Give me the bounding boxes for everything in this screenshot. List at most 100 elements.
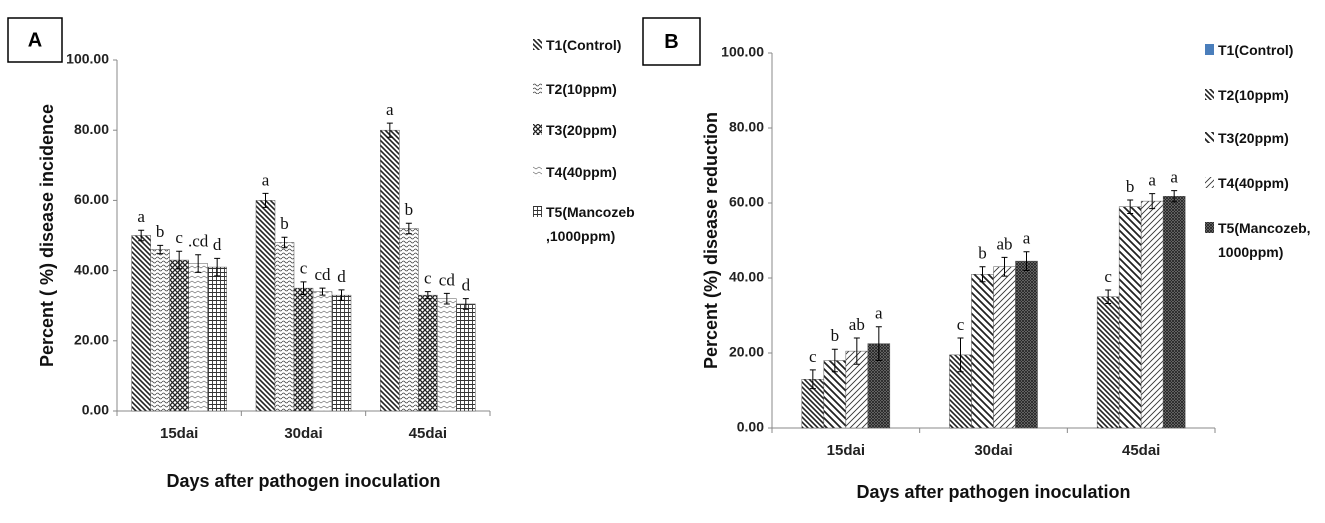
x-tick-label: 45dai <box>409 425 447 442</box>
legend-swatch <box>533 166 542 177</box>
legend-swatch <box>533 206 542 217</box>
error-bar <box>1127 199 1134 214</box>
significance-letter: b <box>405 200 414 219</box>
legend-swatch <box>1205 222 1214 233</box>
significance-letter: .cd <box>188 232 209 251</box>
legend-label: T3(20ppm) <box>546 122 617 138</box>
error-bar <box>831 348 838 373</box>
legend-entry: T3(20ppm) <box>533 118 628 142</box>
significance-letter: d <box>462 276 471 295</box>
legend-swatch <box>1205 44 1214 55</box>
legend-label: T5(Mancozeb, 1000ppm) <box>1218 220 1311 260</box>
error-bar <box>138 229 145 242</box>
significance-letter: c <box>1104 267 1112 286</box>
error-bar <box>176 250 183 270</box>
bar <box>1140 200 1164 429</box>
error-bar <box>319 287 326 296</box>
significance-letter: c <box>957 315 965 334</box>
significance-letter: b <box>156 222 165 241</box>
error-bar <box>957 337 964 373</box>
bar <box>1162 196 1186 429</box>
y-tick-label: 0.00 <box>82 402 109 418</box>
bar <box>150 249 170 412</box>
significance-letter: cd <box>439 270 456 289</box>
x-tick-label: 15dai <box>160 425 198 442</box>
legend-swatch <box>1205 132 1214 143</box>
bar <box>312 291 333 412</box>
error-bar <box>262 192 269 208</box>
error-bar <box>424 291 431 300</box>
significance-letter: ab <box>996 234 1012 253</box>
bar <box>1096 296 1120 429</box>
legend-label: T1(Control) <box>546 37 622 53</box>
y-tick-label: 100.00 <box>721 44 764 60</box>
error-bar <box>443 292 450 305</box>
y-axis-label: Percent (%) disease reduction <box>701 112 721 369</box>
error-bar <box>157 244 164 255</box>
significance-letter: b <box>978 244 987 263</box>
legend-entry: T5(Mancozeb ,1000ppm) <box>533 200 635 248</box>
legend-entry: T2(10ppm) <box>533 77 628 101</box>
error-bar <box>1149 193 1156 210</box>
legend-entry: T3(20ppm) <box>1205 126 1315 150</box>
legend-swatch <box>533 124 542 135</box>
significance-letter: c <box>175 228 183 247</box>
legend-entry: T2(10ppm) <box>1205 83 1315 107</box>
bar <box>380 129 400 412</box>
error-bar <box>1105 289 1112 304</box>
legend-entry: T4(40ppm) <box>533 160 628 184</box>
error-bar <box>1171 190 1178 203</box>
error-bar <box>405 222 412 235</box>
significance-letter: c <box>809 347 817 366</box>
x-axis-label: Days after pathogen inoculation <box>856 482 1130 502</box>
bar <box>437 298 457 412</box>
bar <box>456 303 476 412</box>
legend-label: T3(20ppm) <box>1218 130 1289 146</box>
significance-letter: d <box>337 267 346 286</box>
y-tick-label: 40.00 <box>74 261 109 277</box>
significance-letter: a <box>1148 171 1156 190</box>
error-bar <box>979 266 986 283</box>
significance-letter: a <box>386 100 394 119</box>
legend-label: T4(40ppm) <box>1218 175 1289 191</box>
bar <box>1118 206 1142 429</box>
significance-letter: cd <box>314 265 331 284</box>
y-tick-label: 80.00 <box>74 121 109 137</box>
bar <box>1015 260 1038 429</box>
x-tick-label: 15dai <box>827 442 865 459</box>
legend-label: T2(10ppm) <box>546 81 617 97</box>
error-bar <box>1023 251 1030 271</box>
x-axis-label: Days after pathogen inoculation <box>166 471 440 491</box>
legend-label: T2(10ppm) <box>1218 87 1289 103</box>
significance-letter: c <box>424 269 432 288</box>
error-bar <box>1001 256 1008 277</box>
significance-letter: c <box>300 259 308 278</box>
bar <box>993 266 1016 429</box>
significance-letter: d <box>213 235 222 254</box>
significance-letter: a <box>1170 168 1178 187</box>
error-bar <box>875 326 882 361</box>
bar <box>971 274 994 429</box>
legend-swatch <box>1205 89 1214 100</box>
error-bar <box>338 289 345 301</box>
error-bar <box>300 281 307 295</box>
significance-letter: b <box>280 214 289 233</box>
legend-label: T5(Mancozeb ,1000ppm) <box>546 204 635 244</box>
legend-swatch <box>533 39 542 50</box>
legend-swatch <box>1205 177 1214 188</box>
bar <box>207 266 227 412</box>
y-axis-label: Percent ( %) disease incidence <box>37 104 57 367</box>
legend-swatch <box>533 83 542 94</box>
legend-entry: T5(Mancozeb, 1000ppm) <box>1205 216 1315 264</box>
bar <box>293 287 314 412</box>
y-tick-label: 20.00 <box>74 332 109 348</box>
legend-entry: T1(Control) <box>1205 38 1315 62</box>
bar <box>169 259 189 412</box>
bar <box>331 294 352 412</box>
significance-letter: a <box>875 304 883 323</box>
error-bar <box>214 257 221 277</box>
y-tick-label: 60.00 <box>74 191 109 207</box>
panel-label: B <box>664 31 678 53</box>
